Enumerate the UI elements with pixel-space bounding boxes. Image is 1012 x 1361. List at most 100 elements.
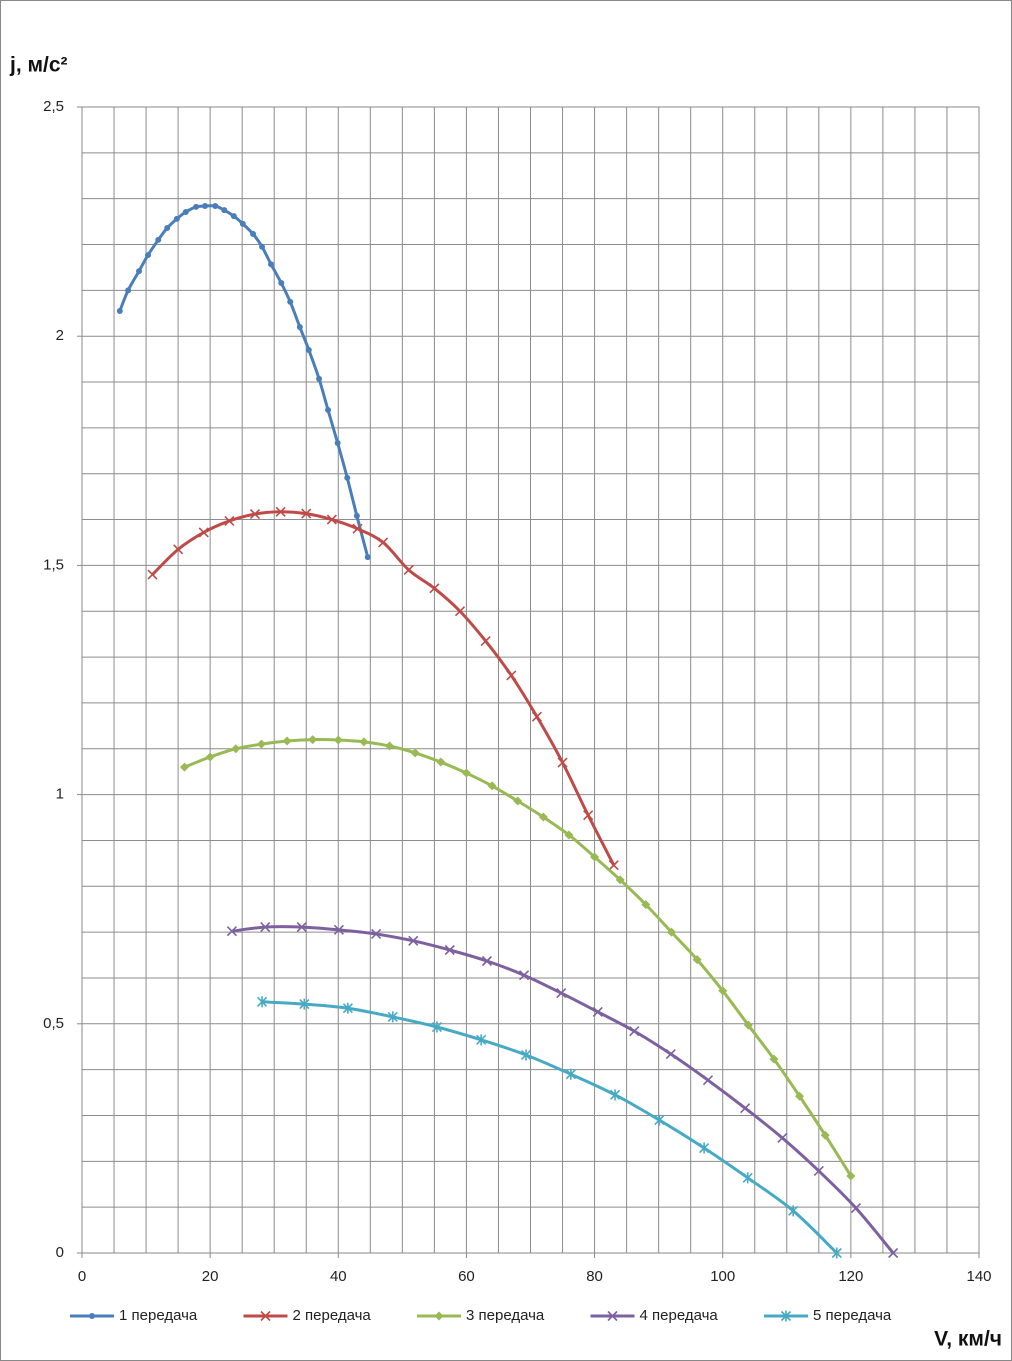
- marker: [287, 298, 294, 305]
- marker: [212, 203, 219, 210]
- plot-frame: [81, 106, 980, 1254]
- marker-shape: [353, 512, 360, 519]
- marker-shape: [820, 1130, 830, 1140]
- marker-shape: [230, 213, 237, 220]
- marker: [231, 744, 241, 754]
- marker: [592, 1006, 603, 1017]
- marker-shape: [665, 1048, 676, 1060]
- marker: [344, 474, 351, 481]
- marker: [665, 1048, 676, 1060]
- y-tick-label: 2: [56, 327, 64, 344]
- y-tick-label: 0: [56, 1244, 64, 1261]
- marker: [155, 236, 162, 243]
- marker: [202, 203, 209, 210]
- marker: [742, 1172, 753, 1184]
- marker-shape: [831, 1247, 842, 1259]
- marker: [275, 506, 286, 517]
- marker-shape: [777, 1132, 788, 1144]
- legend-label: 2 передача: [293, 1307, 372, 1324]
- marker: [371, 928, 382, 940]
- marker: [260, 1310, 271, 1322]
- marker: [692, 955, 702, 965]
- marker: [583, 810, 594, 821]
- marker: [239, 220, 246, 227]
- marker-shape: [364, 554, 371, 561]
- marker-shape: [557, 757, 568, 768]
- marker: [538, 812, 548, 822]
- marker: [608, 860, 619, 871]
- marker-shape: [193, 203, 200, 210]
- marker: [743, 1020, 753, 1030]
- marker: [378, 537, 389, 548]
- marker: [654, 1114, 665, 1126]
- y-tick-label: 2,5: [43, 98, 64, 115]
- marker-shape: [429, 583, 440, 594]
- marker-shape: [702, 1075, 714, 1086]
- marker-shape: [125, 287, 132, 294]
- marker: [256, 739, 266, 749]
- marker-shape: [538, 812, 548, 822]
- marker-shape: [487, 781, 497, 791]
- marker: [164, 225, 171, 232]
- marker-shape: [352, 523, 363, 534]
- marker-shape: [231, 744, 241, 754]
- marker: [333, 735, 343, 745]
- marker: [487, 781, 497, 791]
- marker: [481, 955, 492, 967]
- marker-shape: [308, 735, 318, 745]
- marker-shape: [888, 1247, 899, 1259]
- marker-shape: [461, 768, 471, 778]
- marker-shape: [436, 757, 446, 767]
- marker-shape: [116, 307, 123, 314]
- marker: [429, 583, 440, 594]
- marker: [125, 287, 132, 294]
- x-tick-label: 0: [78, 1268, 86, 1285]
- y-tick-label: 1: [56, 786, 64, 803]
- marker: [353, 512, 360, 519]
- marker: [296, 922, 307, 933]
- marker-shape: [480, 635, 491, 647]
- marker-shape: [742, 1172, 753, 1184]
- marker: [278, 280, 285, 287]
- marker-shape: [846, 1171, 856, 1181]
- marker: [173, 215, 180, 222]
- marker-shape: [410, 748, 420, 758]
- marker-shape: [226, 926, 237, 937]
- marker: [461, 768, 471, 778]
- marker: [557, 757, 568, 768]
- marker: [480, 635, 491, 647]
- marker-shape: [513, 796, 523, 806]
- marker-shape: [592, 1006, 603, 1017]
- marker-shape: [615, 875, 625, 885]
- marker: [342, 1002, 353, 1014]
- x-axis-title: V, км/ч: [934, 1328, 1002, 1351]
- marker: [224, 515, 235, 527]
- marker: [325, 407, 332, 414]
- marker: [308, 735, 318, 745]
- marker-shape: [326, 514, 337, 525]
- marker: [305, 346, 312, 353]
- marker: [740, 1103, 751, 1114]
- marker-shape: [795, 1091, 805, 1101]
- marker-shape: [136, 268, 143, 275]
- marker: [434, 1311, 444, 1321]
- marker: [476, 1034, 487, 1046]
- marker-shape: [278, 280, 285, 287]
- marker-shape: [268, 261, 275, 268]
- marker-shape: [743, 1020, 753, 1030]
- marker: [193, 203, 200, 210]
- marker-shape: [256, 739, 266, 749]
- marker: [359, 737, 369, 747]
- x-tick-label: 80: [586, 1268, 603, 1285]
- legend-label: 4 передача: [640, 1307, 719, 1324]
- marker-shape: [564, 830, 574, 840]
- marker-shape: [182, 208, 189, 215]
- marker: [641, 900, 651, 910]
- marker-shape: [344, 474, 351, 481]
- marker: [846, 1171, 856, 1181]
- marker-shape: [316, 375, 323, 382]
- marker: [454, 606, 466, 617]
- marker-shape: [296, 324, 303, 331]
- marker-shape: [454, 606, 466, 617]
